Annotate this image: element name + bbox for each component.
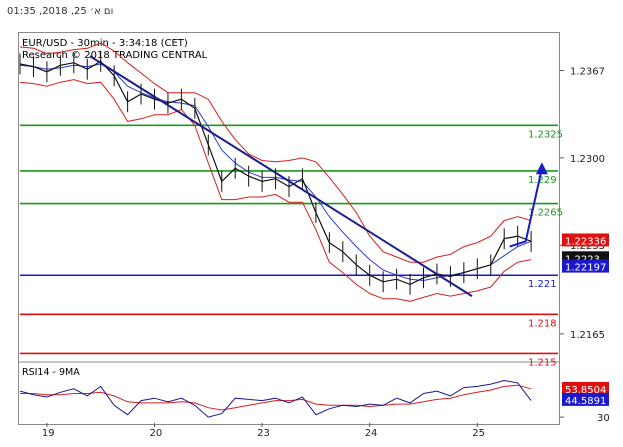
level-label: 1.221 [528, 279, 557, 290]
chart-subtitle: Research © 2018 TRADING CENTRAL [22, 50, 208, 61]
day-label: 23 [257, 428, 270, 439]
chart-frame [18, 32, 560, 425]
day-label: 20 [150, 428, 163, 439]
level-label: 1.218 [528, 318, 557, 329]
level-label: 1.2265 [528, 208, 563, 219]
bollinger-upper-line [19, 42, 532, 263]
price-badge [562, 233, 609, 247]
rsi-badge [562, 381, 609, 395]
forecast-arrow-head [535, 162, 548, 175]
price-badge-label: 1.22336 [565, 236, 606, 247]
price-tick-label: 1.2367 [570, 67, 605, 78]
rsi-badge-label: 53.8504 [565, 385, 606, 396]
price-tick-label: 1.2233 [570, 241, 605, 252]
price-tick-label: 1.2300 [570, 154, 605, 165]
level-label: 1.229 [528, 175, 557, 186]
rsi-badge-label: 44.5891 [565, 396, 606, 407]
bollinger-lower-line [19, 79, 532, 302]
forecast-arrow-line [509, 168, 543, 248]
price-badge-label: 1.22197 [565, 263, 606, 274]
date-time-label: ום א׳ 25, 2018, 01:35 [7, 6, 114, 17]
day-label: 25 [472, 428, 485, 439]
day-label: 19 [42, 428, 55, 439]
price-tick-label: 1.2165 [570, 330, 605, 341]
rsi-panel-label: RSI14 - 9MA [22, 367, 80, 378]
level-label: 1.215 [528, 357, 557, 368]
rsi-badge [562, 392, 609, 406]
day-label: 24 [365, 428, 378, 439]
chart-title: EUR/USD - 30min - 3:34:18 (CET) [22, 38, 188, 49]
level-label: 1.2325 [528, 129, 563, 140]
rsi-tick-label: 30 [597, 413, 610, 424]
rsi-line [19, 379, 532, 418]
trendline [89, 55, 473, 297]
price-badge [562, 259, 609, 273]
